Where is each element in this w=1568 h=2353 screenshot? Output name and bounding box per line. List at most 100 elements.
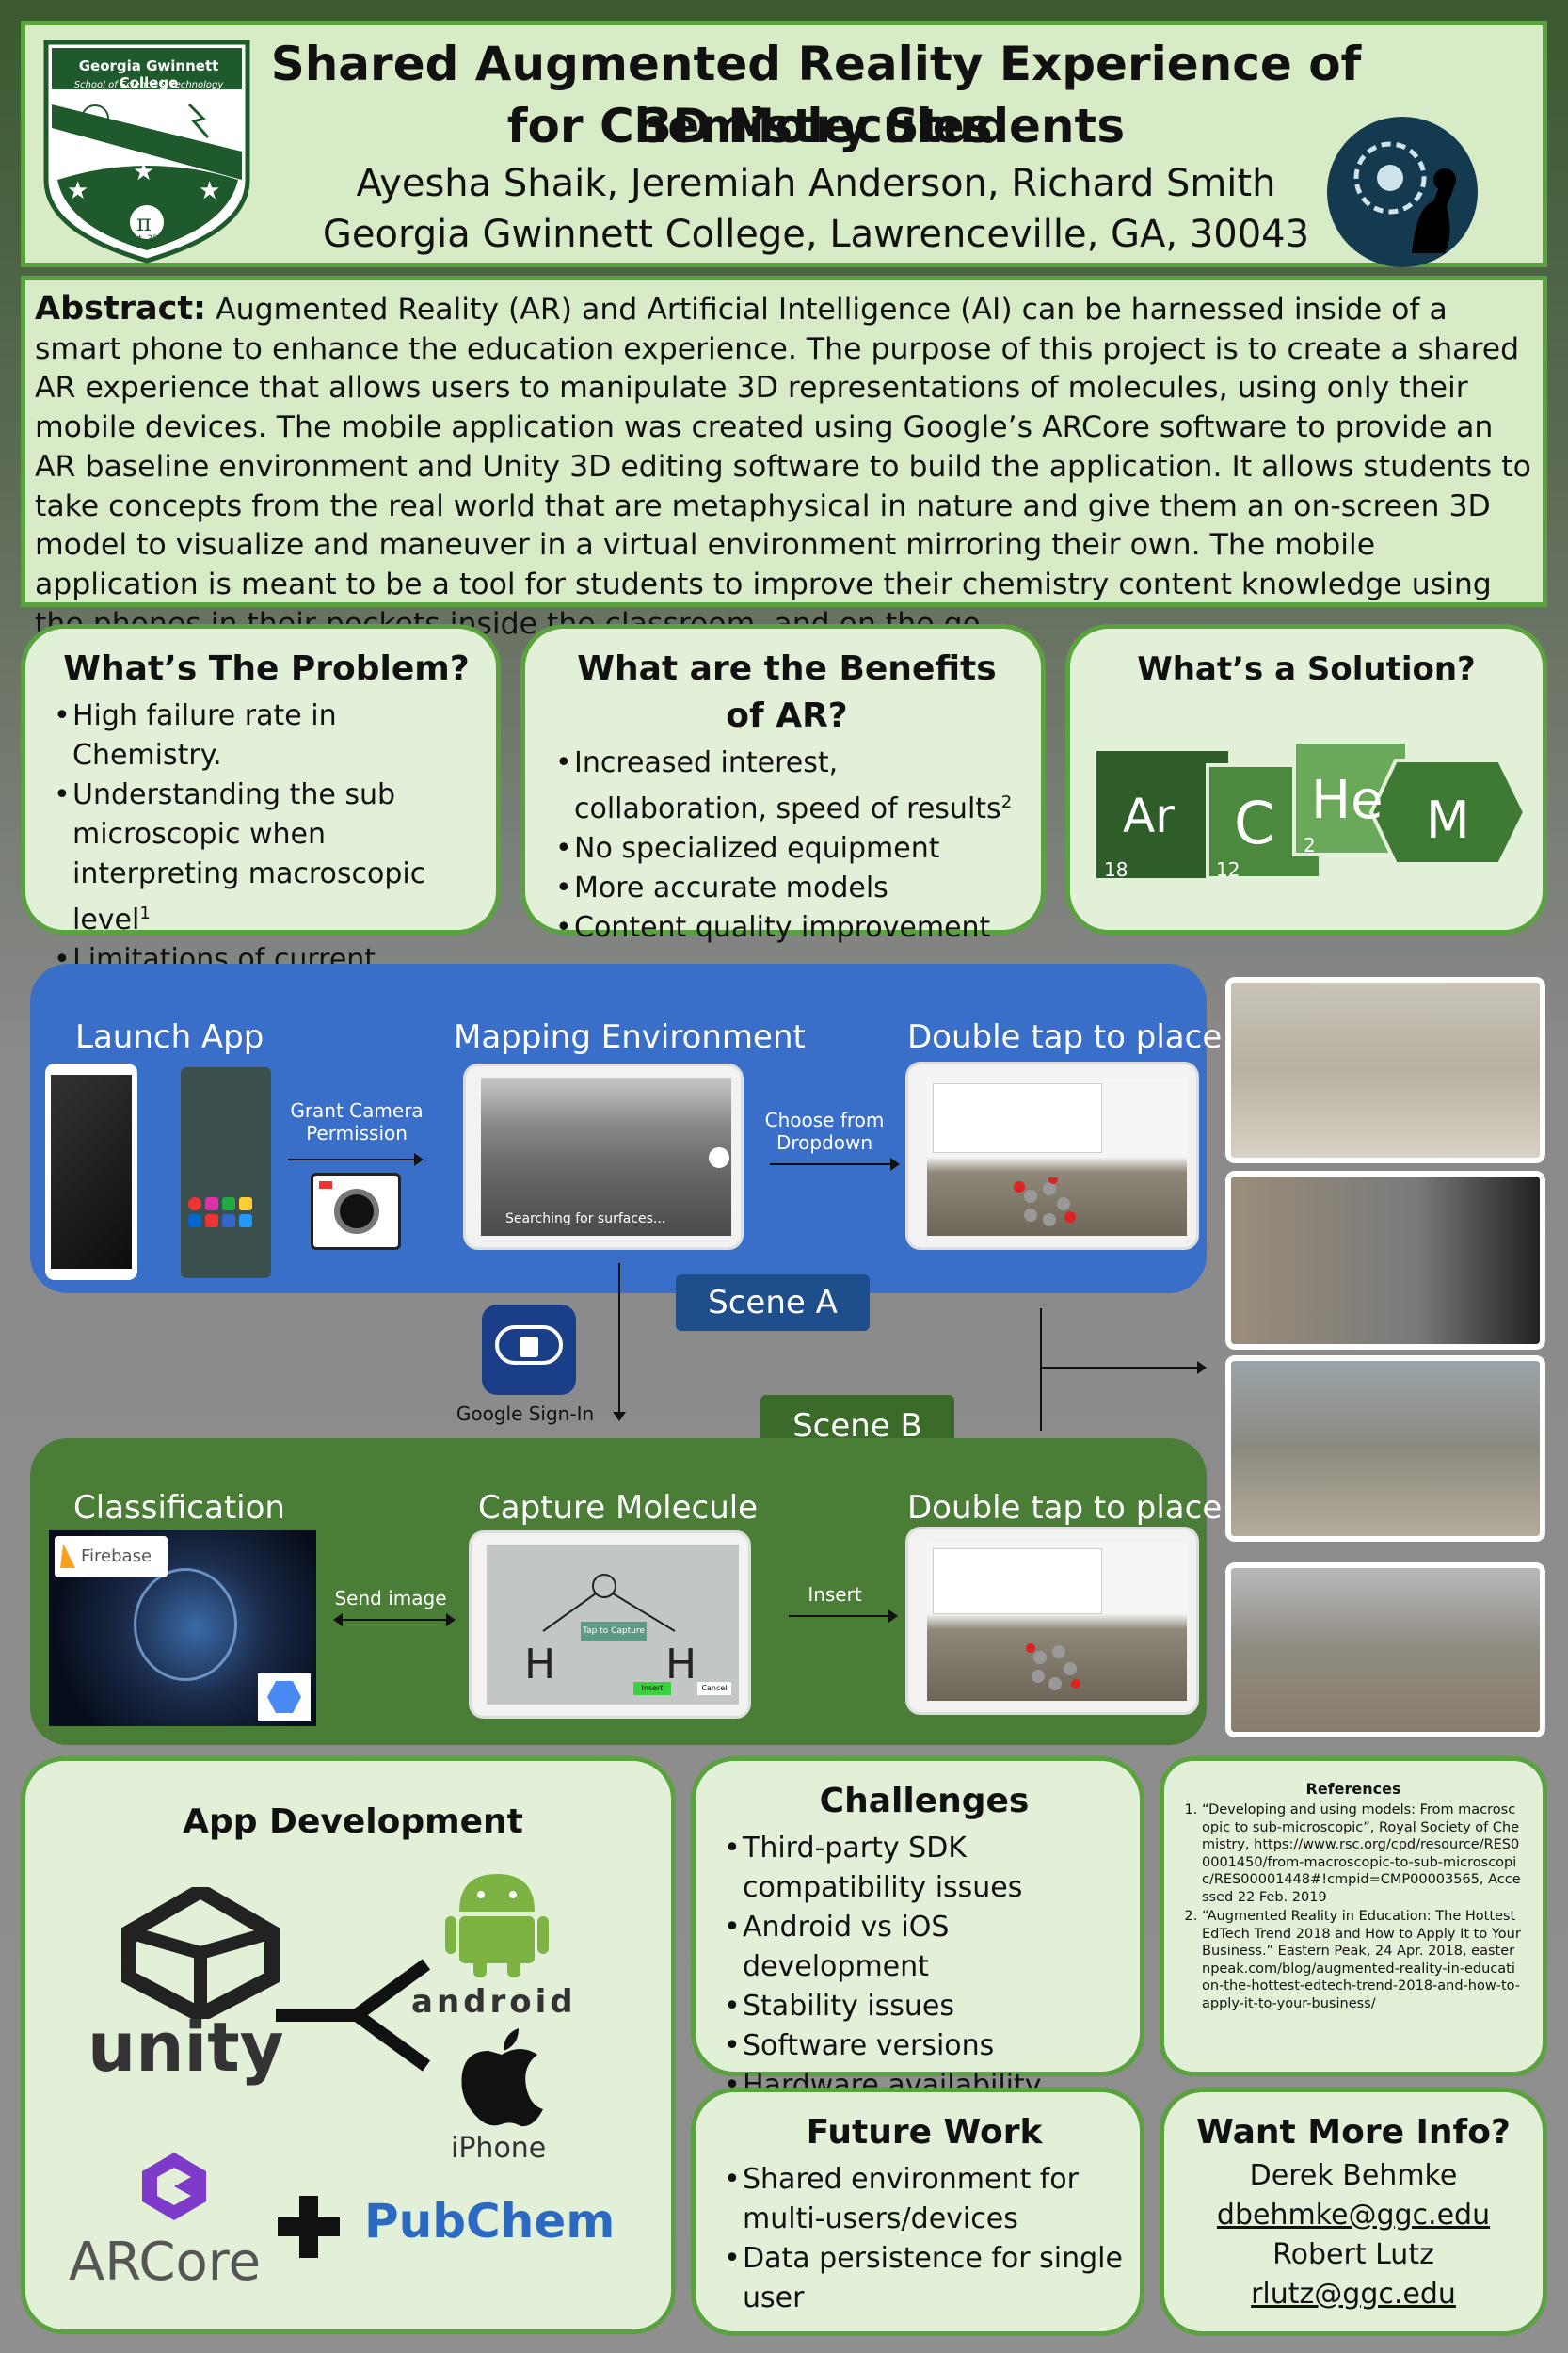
tap-to-capture-button[interactable]: Tap to Capture [581,1622,647,1641]
app-dev-title: App Development [183,1802,523,1841]
unity-icon [121,1887,280,2019]
svg-text:H: H [524,1641,555,1688]
insert-label: Insert [808,1583,862,1606]
arrow-head [414,1153,424,1166]
abstract-label: Abstract: [35,290,207,328]
arrow-head [613,1412,626,1421]
abstract-text: Augmented Reality (AR) and Artificial In… [35,293,1531,641]
insert-button[interactable]: Insert [633,1682,671,1695]
contact-email-link[interactable]: dbehmke@ggc.edu [1216,2199,1491,2232]
tile-ar-symbol: Ar [1123,789,1175,843]
dropdown-menu[interactable] [933,1548,1102,1614]
benefits-card: What are the Benefits of AR? Increased i… [520,624,1046,948]
choose-dropdown-label: Choose from Dropdown [764,1109,885,1154]
references-title: References [1305,1780,1401,1798]
arrow-insert [789,1615,890,1617]
benefits-item: Increased interest, collaboration, speed… [555,744,1018,829]
place-phone-a [905,1062,1199,1250]
problem-card: What’s The Problem? High failure rate in… [21,624,501,1016]
contact-name: Robert Lutz [1272,2238,1434,2271]
phone-blank [45,1064,137,1280]
arrow-head [890,1158,900,1171]
arrow-send-image [341,1619,446,1621]
tile-c-number: 12 [1216,858,1240,881]
challenges-title: Challenges [819,1782,1030,1820]
challenge-item: Stability issues [724,1987,1125,2026]
grant-camera-label: Grant Camera Permission [290,1099,424,1144]
svg-text:H: H [665,1641,696,1688]
firebase-label: Firebase [81,1546,152,1566]
ar-photo-desk [1225,977,1545,1163]
camera-small-icon [709,1147,729,1168]
camera-icon [311,1173,401,1250]
molecule-model [1014,1177,1076,1226]
arrow-head [888,1609,898,1623]
google-signin-icon[interactable] [482,1305,576,1395]
ar-photo-hand-molecule [1225,1171,1545,1350]
college-logo: ★ ★ ★ π [43,40,250,264]
branch-arrow-icon [276,1959,431,2072]
poster-title-line2: for Chemistry Students [506,99,1126,153]
archem-logo [1096,742,1528,880]
cancel-button[interactable]: Cancel [697,1682,731,1695]
step-classification: Classification [73,1489,285,1527]
android-icon [445,1874,549,1977]
apple-icon [461,2028,543,2127]
arrow-mapping-to-place [770,1163,892,1165]
arcore-label: ARCore [69,2232,262,2293]
college-logo-subtitle: School of Science & Technology [73,80,224,90]
unity-label: unity [88,2008,284,2087]
svg-text:★: ★ [133,158,154,186]
solution-card: What’s a Solution? Ar 18 C 12 He 2 M [1065,624,1547,935]
more-info-title: Want More Info? [1196,2113,1511,2152]
step-double-tap-a: Double tap to place [907,1018,1223,1056]
tile-he-number: 2 [1304,834,1316,856]
lab-logo-icon [1327,117,1478,267]
searching-label: Searching for surfaces... [505,1211,666,1226]
references-card: References “Developing and using models:… [1160,1756,1547,2076]
send-image-label: Send image [334,1587,447,1609]
benefits-title: What are the Benefits of AR? [577,649,997,735]
college-logo-year: Est. 2006 [128,234,169,244]
connector-right-vertical [1040,1308,1042,1431]
tile-ar-number: 18 [1104,858,1128,881]
reference-item: “Developing and using models: From macro… [1202,1801,1522,1906]
tile-he-symbol: He [1311,770,1384,831]
future-item: Shared environment for multi-users/devic… [724,2160,1125,2239]
contact-name: Derek Behmke [1249,2159,1458,2192]
challenge-item: Software versions [724,2026,1125,2066]
classification-image: Firebase [49,1530,316,1726]
challenge-item: Android vs iOS development [724,1908,1125,1987]
firebase-badge: Firebase [55,1536,168,1577]
google-signin-label: Google Sign-In [456,1402,595,1425]
college-logo-name: Georgia Gwinnett College [78,57,219,91]
step-capture-molecule: Capture Molecule [478,1489,759,1527]
arrow-mapping-down [618,1263,620,1416]
pubchem-label: PubChem [364,2194,616,2249]
molecule-sketch: H H [524,1574,696,1688]
svg-text:★: ★ [199,177,220,205]
more-info-card: Want More Info? Derek Behmke dbehmke@ggc… [1160,2088,1547,2336]
future-item: Data persistence for single user [724,2239,1125,2318]
molecule-model [1026,1643,1080,1690]
arrow-head [333,1613,343,1626]
mapping-phone: Searching for surfaces... [463,1064,744,1250]
tile-c-symbol: C [1234,789,1275,857]
abstract-panel: Abstract: Augmented Reality (AR) and Art… [21,276,1547,641]
problem-item: High failure rate in Chemistry. [54,696,479,776]
poster-title-line1: Shared Augmented Reality Experience of 3… [270,37,1362,153]
plus-icon [278,2196,340,2258]
iphone-label: iPhone [451,2132,547,2165]
contact-email-link[interactable]: rlutz@ggc.edu [1251,2278,1456,2311]
header-panel: ★ ★ ★ π Georgia Gwinnett College School … [21,21,1547,267]
future-work-title: Future Work [806,2113,1043,2152]
arrow-head [446,1613,456,1626]
app-dev-card: App Development unity android iPhone ARC… [21,1756,676,2334]
dropdown-menu[interactable] [933,1083,1102,1153]
scene-a-badge: Scene A [676,1274,870,1331]
ar-photo-table-molecule [1225,1355,1545,1542]
connector-right-horizontal [1040,1367,1198,1369]
benefits-item: Content quality improvement [555,908,1018,948]
phone-home-screen [181,1067,271,1278]
poster-authors: Ayesha Shaik, Jeremiah Anderson, Richard… [356,162,1276,205]
